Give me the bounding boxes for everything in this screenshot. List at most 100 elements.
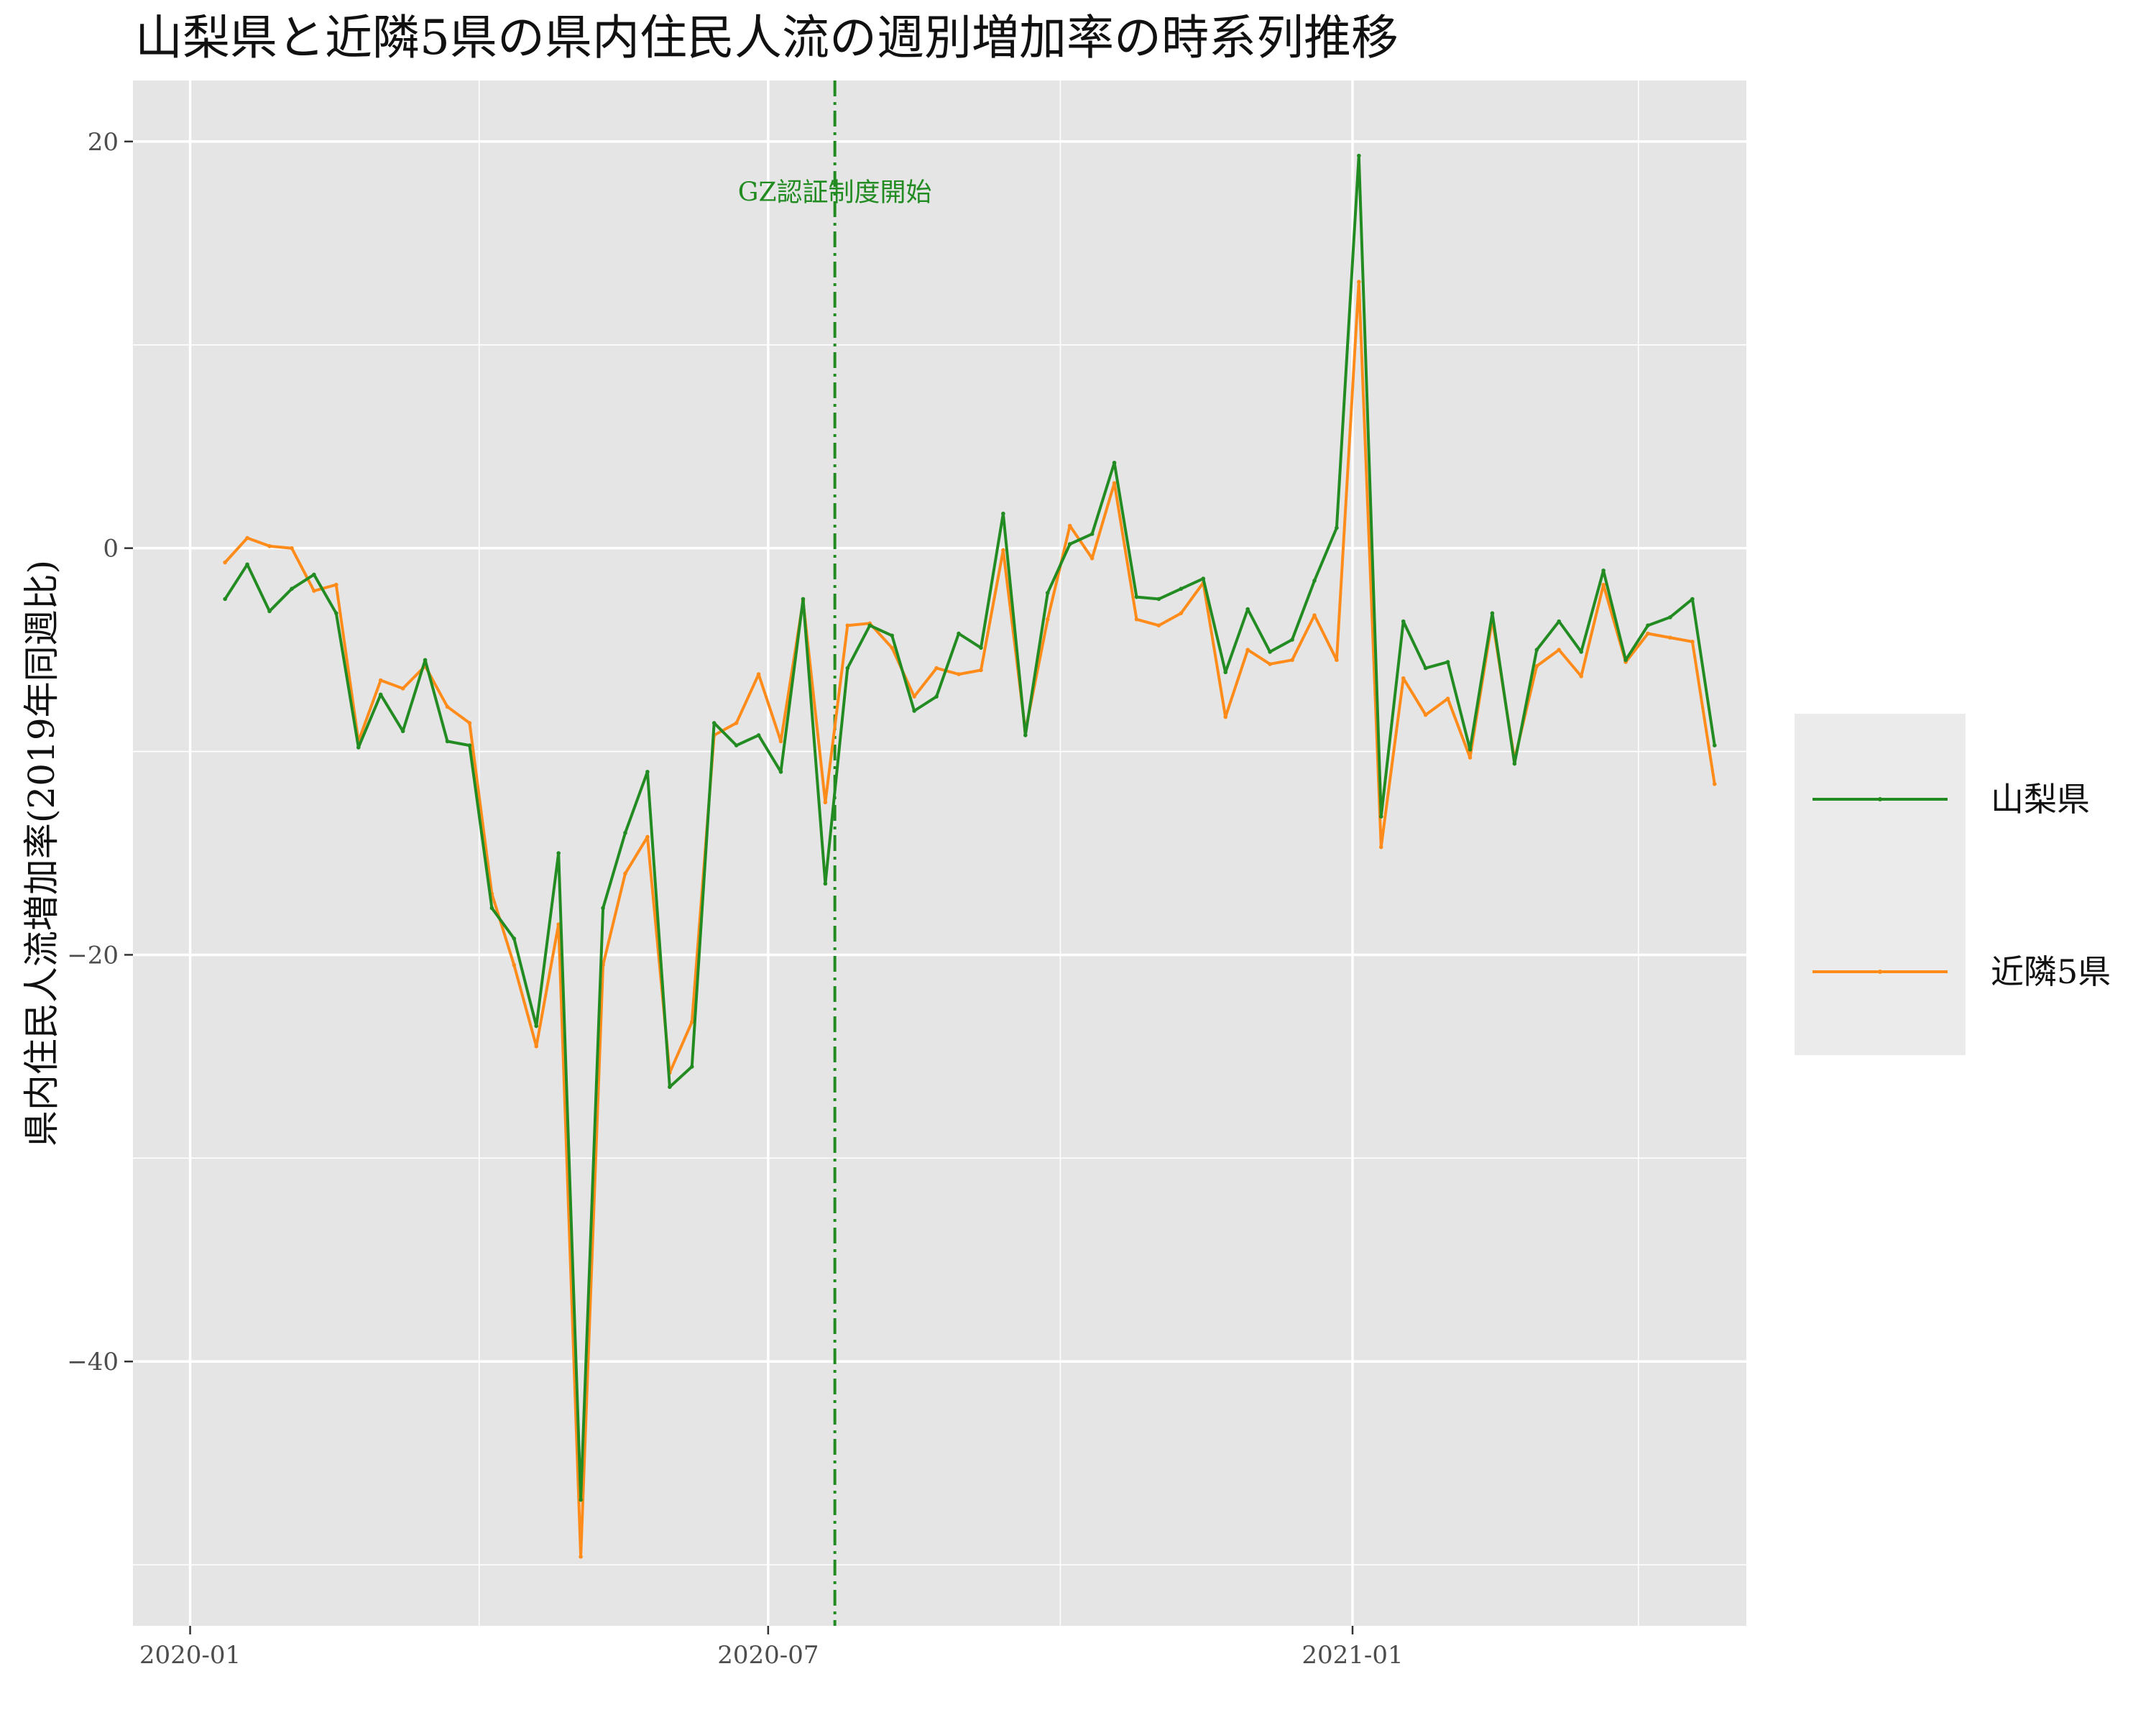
legend-key-point (1878, 797, 1882, 801)
data-point (1223, 714, 1228, 719)
data-point (1312, 579, 1317, 583)
data-point (1023, 733, 1028, 737)
data-point (1357, 280, 1361, 284)
data-point (1001, 548, 1005, 553)
data-point (334, 582, 338, 587)
data-point (312, 572, 316, 577)
data-point (1445, 660, 1450, 664)
data-point (1690, 597, 1695, 602)
data-point (1401, 676, 1406, 681)
data-point (1401, 619, 1406, 624)
data-point (1713, 743, 1717, 748)
data-point (1601, 568, 1606, 573)
data-point (1468, 755, 1473, 760)
data-point (957, 631, 961, 636)
data-point (1245, 607, 1250, 612)
data-point (245, 535, 249, 540)
data-point (1045, 591, 1050, 595)
data-point (1490, 611, 1495, 615)
data-point (845, 623, 850, 627)
data-point (1713, 782, 1717, 786)
data-point (912, 694, 916, 699)
data-point (245, 562, 249, 567)
data-point (645, 834, 650, 840)
data-point (267, 609, 272, 614)
data-point (1179, 611, 1184, 615)
data-point (1445, 696, 1450, 701)
data-point (1357, 153, 1361, 158)
x-axis-ticks: 2020-01 2020-07 2021-01 (139, 1626, 1404, 1670)
series-line (224, 280, 1716, 1558)
data-point (734, 721, 739, 725)
data-point (290, 586, 294, 592)
data-point (1579, 674, 1583, 678)
data-point (1089, 532, 1095, 536)
data-point (1557, 648, 1562, 652)
data-point (400, 686, 405, 691)
data-point (1268, 650, 1272, 654)
data-point (400, 729, 405, 734)
data-point (534, 1044, 539, 1049)
data-point (801, 597, 806, 602)
data-point (467, 743, 472, 748)
legend-label: 山梨県 (1991, 780, 2090, 819)
data-point (445, 704, 450, 709)
y-axis-ticks: 20 0 −20 −40 (67, 128, 133, 1376)
data-point (445, 739, 450, 744)
data-point (1290, 638, 1294, 642)
data-point (1378, 845, 1383, 850)
series-line (224, 154, 1716, 1501)
data-point (601, 906, 605, 911)
data-point (1268, 662, 1272, 666)
data-point (1534, 663, 1539, 668)
data-point (1312, 613, 1317, 617)
gz-start-annotation: GZ認証制度開始 (738, 178, 932, 208)
data-point (1378, 814, 1383, 819)
legend-label: 近隣5県 (1991, 952, 2111, 991)
data-point (334, 611, 338, 615)
data-point (1201, 576, 1206, 581)
legend-box (1795, 714, 1966, 1055)
y-tick-label: −40 (67, 1348, 119, 1376)
data-point (512, 937, 517, 941)
data-point (1156, 597, 1161, 602)
data-point (1668, 635, 1672, 640)
data-point (378, 678, 383, 683)
data-point (890, 645, 895, 650)
data-point (1089, 556, 1095, 561)
data-point (1468, 747, 1473, 752)
data-point (1335, 658, 1339, 663)
data-point (845, 666, 850, 671)
data-point (934, 666, 939, 671)
data-point (267, 544, 272, 548)
data-point (890, 633, 895, 638)
data-point (1601, 582, 1606, 587)
data-point (556, 851, 561, 855)
data-point (756, 733, 761, 737)
data-point (378, 692, 383, 697)
data-point (312, 589, 316, 593)
y-tick-label: −20 (67, 941, 119, 970)
data-point (1156, 623, 1161, 627)
data-point (689, 1064, 694, 1069)
data-point (1690, 639, 1695, 644)
data-point (979, 645, 983, 650)
data-point (979, 668, 983, 673)
data-point (1646, 631, 1650, 636)
data-point (1245, 648, 1250, 652)
data-point (1179, 586, 1184, 592)
data-point (623, 830, 627, 835)
plot-panel (133, 80, 1746, 1626)
data-point (1067, 542, 1072, 546)
data-point (1579, 650, 1583, 654)
chart-title: 山梨県と近隣5県の県内住民人流の週別増加率の時系列推移 (135, 10, 1399, 65)
data-point (1045, 617, 1050, 622)
data-point (756, 672, 761, 676)
data-point (489, 906, 494, 911)
data-point (645, 770, 650, 774)
data-point (534, 1024, 539, 1029)
data-point (1112, 461, 1117, 465)
data-point (957, 672, 961, 676)
data-point (1001, 511, 1005, 516)
